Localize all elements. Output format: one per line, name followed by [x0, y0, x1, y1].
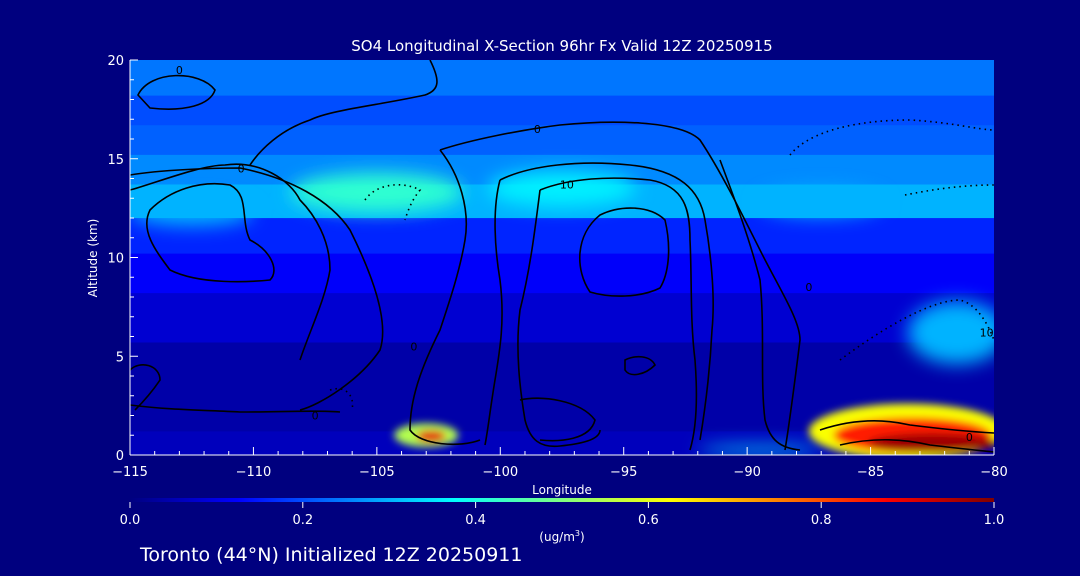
contour-label: 0: [410, 340, 417, 353]
x-tick-label: −95: [610, 465, 637, 480]
concentration-blob: [487, 170, 637, 207]
colorbar-tick-label: 0.2: [292, 513, 313, 528]
y-tick-label: 10: [107, 252, 124, 267]
y-tick-label: 0: [116, 449, 124, 464]
contour-line: [789, 119, 994, 156]
contour-label: 0: [312, 410, 319, 423]
concentration-blob: [416, 430, 446, 443]
contour-line: [130, 167, 384, 411]
colorbar-tick-label: 0.0: [120, 513, 141, 528]
contour-line: [130, 364, 161, 411]
concentration-blob: [697, 446, 822, 455]
colorbar-tick-label: 0.4: [465, 513, 486, 528]
contour-lines: [130, 60, 994, 453]
background-bands: [130, 60, 994, 455]
contour-line: [839, 438, 994, 453]
x-tick-label: −80: [980, 465, 1007, 480]
colorbar: 0.0 0.2 0.4 0.6 0.8 1.0 (ug/m3): [120, 498, 1005, 544]
x-tick-label: −115: [112, 465, 148, 480]
contour-line: [539, 177, 698, 451]
background-band: [130, 60, 994, 96]
contour-line: [145, 182, 275, 283]
concentration-blob: [290, 172, 464, 213]
contour-line: [484, 179, 503, 446]
x-axis-ticks: −115 −110 −105 −100 −95 −90 −85 −80: [112, 447, 1008, 480]
x-tick-label: −110: [236, 465, 272, 480]
plot-area: 0 0 0 10 0 0 0 10 0: [130, 60, 994, 455]
x-tick-label: −85: [857, 465, 884, 480]
contour-line: [517, 189, 601, 448]
x-tick-label: −90: [733, 465, 760, 480]
colorbar-unit: (ug/m3): [539, 529, 584, 544]
contour-lines-negative: [329, 119, 994, 411]
contour-line: [439, 121, 801, 451]
contour-line: [137, 74, 216, 110]
contour-label: 0: [176, 64, 183, 77]
contour-labels: 0 0 0 10 0 0 0 10 0: [176, 64, 994, 444]
concentration-features: [130, 170, 994, 455]
concentration-blob: [759, 188, 883, 217]
chart-title: SO4 Longitudinal X-Section 96hr Fx Valid…: [351, 37, 772, 55]
contour-label: 0: [534, 123, 541, 136]
contour-line: [499, 162, 714, 441]
colorbar-tick-label: 0.8: [811, 513, 832, 528]
y-tick-label: 20: [107, 54, 124, 69]
contour-line: [819, 420, 994, 434]
contour-line: [839, 299, 994, 361]
contour-line: [519, 397, 596, 442]
y-axis-label: Altitude (km): [86, 219, 100, 298]
contour-label: 10: [980, 327, 994, 340]
contour-line: [719, 159, 801, 451]
contour-line: [130, 404, 341, 413]
x-tick-label: −105: [359, 465, 395, 480]
contour-line: [624, 355, 656, 376]
contour-label: 0: [238, 163, 245, 176]
y-axis-ticks: 0 5 10 15 20: [107, 54, 138, 464]
contour-label: 0: [966, 431, 973, 444]
concentration-blob: [130, 198, 254, 226]
contour-line: [329, 388, 354, 411]
contour-line: [130, 163, 331, 361]
y-tick-label: 5: [116, 350, 124, 365]
colorbar-ticks: 0.0 0.2 0.4 0.6 0.8 1.0: [120, 502, 1005, 528]
x-tick-label: −100: [482, 465, 518, 480]
y-tick-label: 15: [107, 153, 124, 168]
colorbar-tick-label: 0.6: [638, 513, 659, 528]
contour-label: 0: [805, 281, 812, 294]
colorbar-tick-label: 1.0: [984, 513, 1005, 528]
footer-caption: Toronto (44°N) Initialized 12Z 20250911: [139, 544, 523, 566]
x-axis-label: Longitude: [532, 483, 592, 497]
contour-line: [409, 149, 481, 446]
colorbar-ramp: [130, 498, 994, 502]
contour-line: [579, 207, 670, 297]
contour-line: [364, 184, 422, 221]
concentration-blob: [907, 300, 994, 365]
contour-line: [249, 60, 438, 166]
contour-label: 10: [560, 178, 574, 191]
